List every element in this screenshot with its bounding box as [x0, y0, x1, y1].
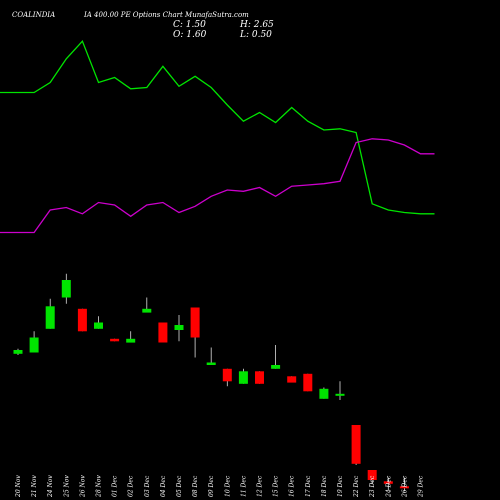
x-tick-label: 23 Dec — [369, 475, 376, 498]
candle-body-down — [190, 307, 200, 338]
candle-body-down — [399, 486, 409, 489]
candle-body-up — [335, 393, 345, 396]
close-value: C: 1.50 — [173, 20, 206, 30]
candle — [383, 477, 393, 490]
candle — [287, 376, 297, 383]
candle-body-up — [142, 308, 152, 313]
candle — [29, 331, 39, 353]
x-tick-label: 29 Dec — [418, 475, 425, 498]
candle — [399, 477, 409, 492]
candle-body-up — [319, 388, 329, 399]
candle — [77, 308, 87, 332]
candle-body-up — [61, 280, 71, 298]
open-value: O: 1.60 — [173, 30, 207, 40]
candle-body-down — [255, 371, 264, 384]
candle — [126, 331, 136, 343]
candle — [45, 298, 55, 329]
candle-body-down — [287, 376, 297, 383]
low-value: L: 0.50 — [240, 30, 272, 40]
x-tick-label: 17 Dec — [305, 475, 312, 497]
candle — [142, 297, 152, 313]
x-tick-label: 02 Dec — [128, 475, 135, 497]
candle — [190, 307, 200, 358]
x-tick-label: 18 Dec — [321, 475, 328, 497]
candle-body-down — [383, 481, 393, 484]
lower-band-line — [0, 138, 435, 234]
candle-body-down — [158, 322, 168, 343]
candle-body-down — [110, 338, 120, 342]
candle — [222, 368, 232, 387]
x-tick-label: 19 Dec — [337, 475, 344, 497]
candle — [319, 387, 329, 399]
x-tick-label: 24 Nov — [47, 475, 54, 498]
x-axis-labels: 20 Nov 21 Nov 24 Nov 25 Nov 26 Nov 28 Nov 01 D… — [15, 475, 425, 498]
candle — [174, 315, 184, 342]
candle-body-up — [29, 337, 39, 353]
x-tick-label: 01 Dec — [112, 475, 119, 497]
candle — [335, 381, 345, 400]
x-tick-label: 26 Nov — [79, 475, 86, 498]
x-tick-label: 08 Dec — [192, 475, 199, 497]
candle — [238, 368, 248, 384]
candle-body-down — [77, 308, 87, 332]
candle — [255, 371, 264, 384]
symbol-title: COALINDIA — [12, 11, 56, 19]
x-tick-label: 12 Dec — [257, 475, 264, 497]
x-tick-label: 28 Nov — [96, 475, 103, 498]
x-tick-label: 05 Dec — [176, 475, 183, 497]
candle — [271, 345, 281, 369]
candles-layer — [13, 273, 409, 492]
candle-body-up — [271, 365, 281, 369]
x-tick-label: 03 Dec — [144, 475, 151, 497]
chart-subtitle: IA 400.00 PE Options Chart MunafaSutra.c… — [84, 11, 249, 19]
candle — [351, 425, 361, 465]
candle — [94, 316, 103, 329]
x-tick-label: 21 Nov — [31, 475, 38, 498]
candle — [206, 347, 216, 365]
candle-body-down — [351, 425, 361, 464]
candle-body-up — [45, 306, 55, 329]
candle-body-up — [126, 338, 136, 343]
x-tick-label: 20 Nov — [15, 475, 22, 498]
candle — [367, 470, 377, 484]
x-tick-label: 25 Nov — [63, 475, 70, 498]
candle — [158, 322, 168, 343]
x-tick-label: 04 Dec — [160, 475, 167, 497]
candle-body-down — [367, 470, 377, 480]
candle — [13, 348, 23, 355]
x-tick-label: 15 Dec — [273, 475, 280, 497]
bands-layer — [0, 39, 435, 234]
x-tick-label: 10 Dec — [224, 475, 231, 497]
candle-body-up — [94, 322, 103, 329]
candle-body-up — [13, 350, 23, 354]
x-tick-label: 16 Dec — [289, 475, 296, 497]
x-tick-label: 11 Dec — [240, 475, 247, 497]
candle — [61, 273, 71, 304]
upper-band-line — [0, 39, 435, 215]
candle — [303, 373, 313, 392]
candle-body-up — [238, 371, 248, 384]
candle-body-down — [303, 373, 313, 392]
x-tick-label: 09 Dec — [208, 475, 215, 497]
candle — [110, 338, 120, 342]
candle-body-up — [174, 325, 184, 330]
candle-body-up — [206, 362, 216, 365]
x-tick-label: 24 Dec — [385, 475, 392, 498]
candle-body-down — [222, 368, 232, 382]
x-tick-label: 22 Dec — [353, 475, 360, 498]
x-tick-label: 26 Dec — [401, 475, 408, 498]
high-value: H: 2.65 — [240, 20, 274, 30]
